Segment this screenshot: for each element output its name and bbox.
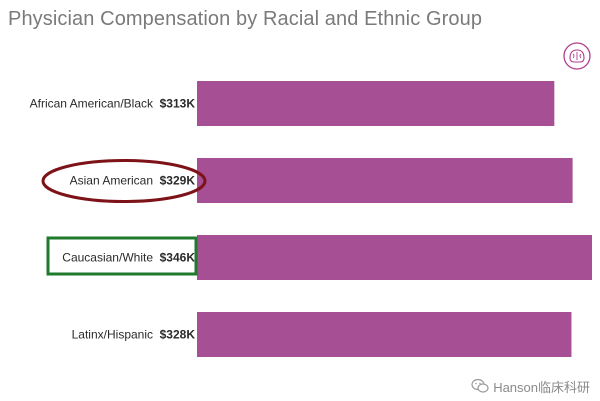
bar-asian-american	[197, 158, 573, 203]
value-label-caucasian-white: $346K	[160, 251, 196, 265]
wechat-icon	[471, 378, 489, 393]
brain-logo-icon	[562, 41, 592, 71]
bar-african-american-black	[197, 81, 555, 126]
category-label-asian-american: Asian American	[70, 174, 153, 188]
highlight-rectangle-caucasian-white	[46, 236, 198, 276]
category-label-african-american-black: African American/Black	[30, 97, 154, 111]
bar-latinx-hispanic	[197, 312, 572, 357]
category-label-latinx-hispanic: Latinx/Hispanic	[72, 328, 153, 342]
bar-caucasian-white	[197, 235, 592, 280]
chart-title: Physician Compensation by Racial and Eth…	[8, 8, 483, 30]
value-label-latinx-hispanic: $328K	[160, 328, 196, 342]
value-label-african-american-black: $313K	[160, 97, 196, 111]
watermark-text: Hanson临床科研	[493, 379, 590, 395]
category-label-caucasian-white: Caucasian/White	[62, 251, 153, 265]
value-label-asian-american: $329K	[160, 174, 196, 188]
highlight-ellipse-asian-american	[41, 159, 207, 203]
watermark: Hanson临床科研	[471, 377, 590, 395]
